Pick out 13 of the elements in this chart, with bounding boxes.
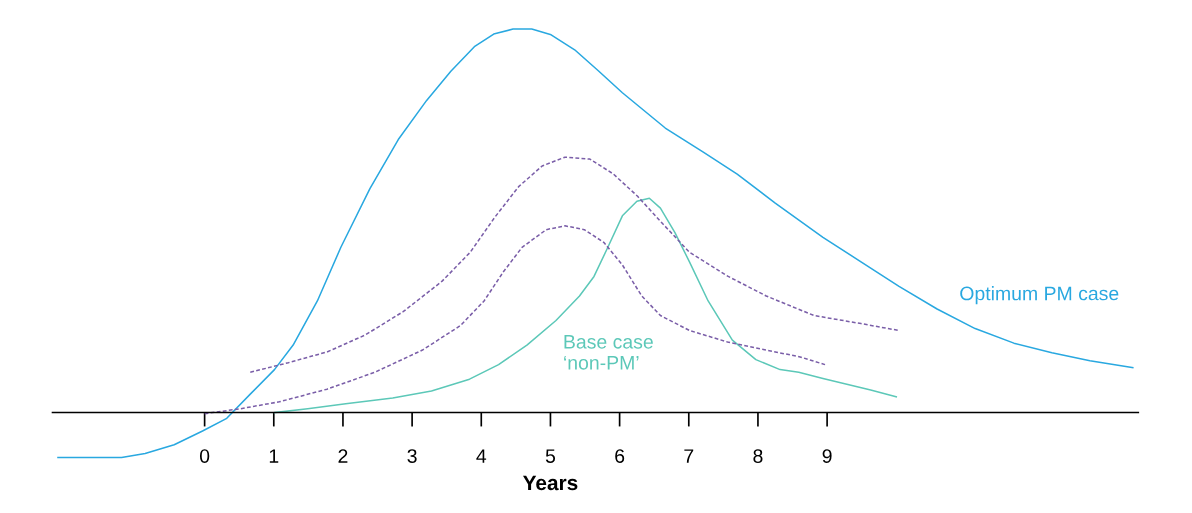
x-tick-label: 7 <box>684 449 694 463</box>
x-axis-title: Years <box>522 475 578 491</box>
x-tick-label: 8 <box>753 449 763 463</box>
x-tick-label: 4 <box>476 449 487 463</box>
x-tick-label: 1 <box>269 449 279 463</box>
x-tick-label: 2 <box>338 449 348 463</box>
x-tick-label: 3 <box>407 449 417 463</box>
x-tick-label: 6 <box>615 449 625 463</box>
x-tick-label: 0 <box>199 449 210 463</box>
series-label: Base case ‘non-PM’ <box>564 335 653 370</box>
series-label: Optimum PM case <box>960 286 1119 305</box>
x-tick-label: 5 <box>545 449 556 463</box>
x-tick-label: 9 <box>822 449 832 463</box>
